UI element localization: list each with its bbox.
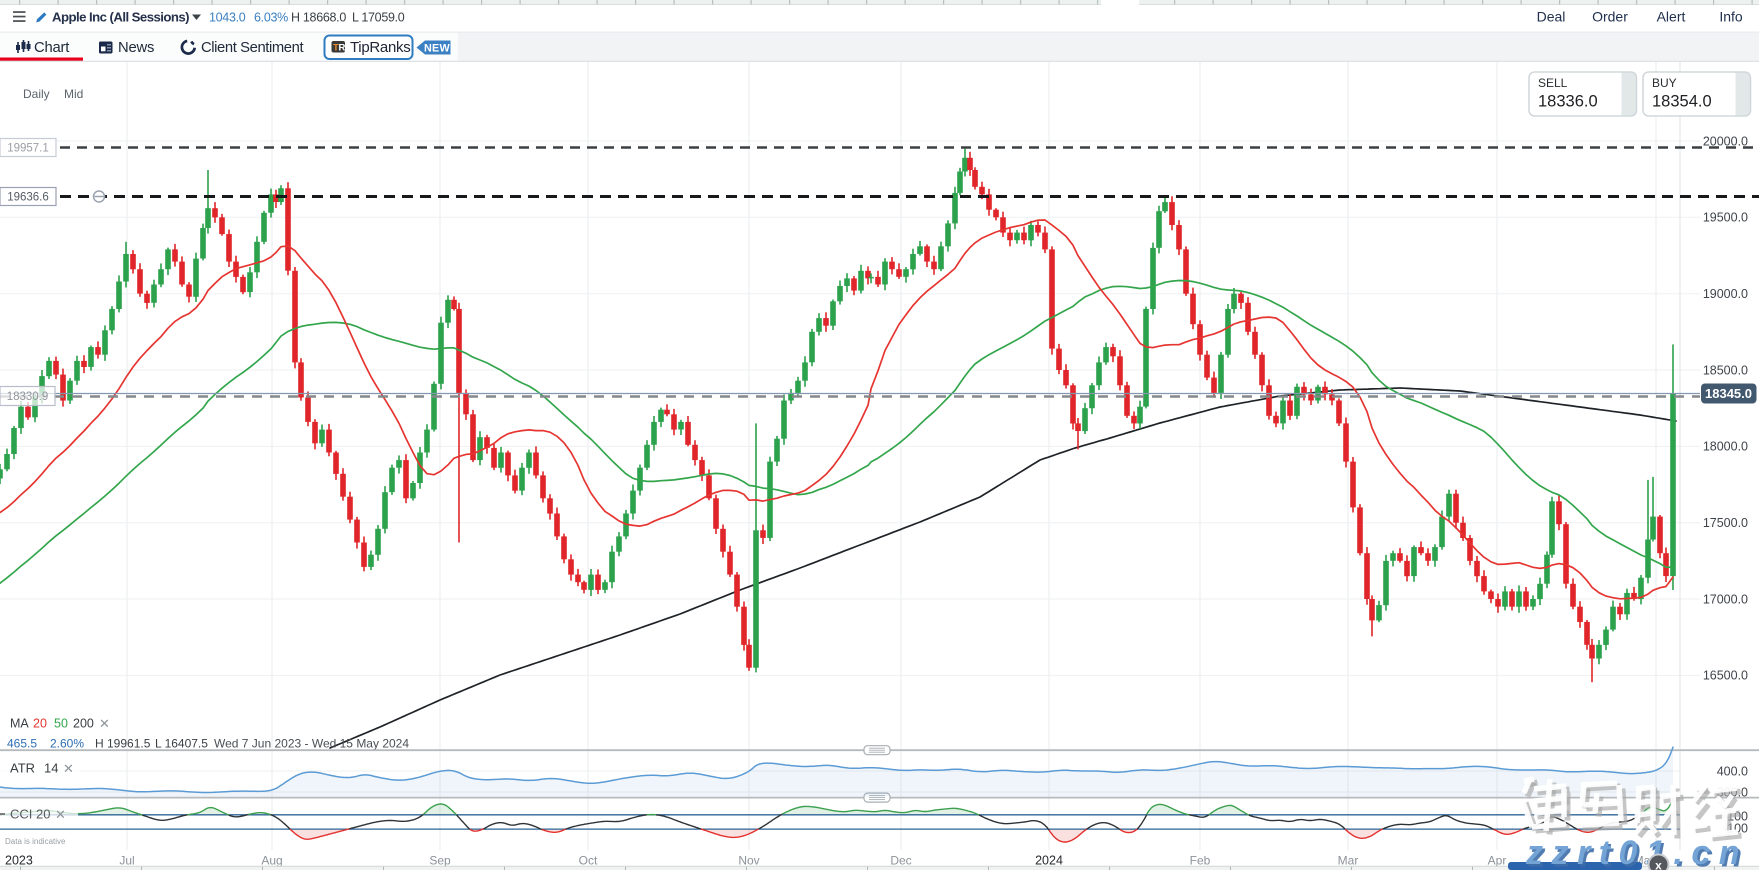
svg-text:zzrt01.cn: zzrt01.cn [1528, 837, 1751, 870]
svg-text:News: News [118, 40, 154, 56]
svg-text:Client Sentiment: Client Sentiment [201, 40, 303, 56]
svg-text:6.03%: 6.03% [254, 11, 288, 25]
svg-text:19957.1: 19957.1 [7, 143, 49, 155]
svg-text:14: 14 [44, 761, 58, 776]
svg-text:H 19961.5: H 19961.5 [95, 737, 151, 751]
svg-text:19636.6: 19636.6 [7, 192, 49, 204]
svg-text:Mid: Mid [64, 87, 83, 101]
svg-text:19000.0: 19000.0 [1703, 287, 1748, 301]
svg-text:Wed 7 Jun 2023 - Wed 15 May 20: Wed 7 Jun 2023 - Wed 15 May 2024 [214, 737, 409, 751]
svg-text:✕: ✕ [63, 761, 74, 776]
svg-text:1043.0: 1043.0 [209, 11, 246, 25]
svg-text:20: 20 [33, 717, 47, 731]
svg-text:Mar: Mar [1338, 854, 1359, 868]
svg-text:Aug: Aug [261, 854, 282, 868]
svg-text:20000.0: 20000.0 [1703, 134, 1748, 148]
svg-text:T: T [333, 43, 339, 54]
svg-text:Deal: Deal [1537, 9, 1566, 25]
svg-text:18500.0: 18500.0 [1703, 363, 1748, 377]
svg-text:2.60%: 2.60% [50, 737, 84, 751]
svg-text:L 16407.5: L 16407.5 [155, 737, 208, 751]
svg-text:Order: Order [1592, 9, 1628, 25]
svg-text:Chart: Chart [34, 40, 69, 56]
svg-text:16500.0: 16500.0 [1703, 669, 1748, 683]
svg-text:465.5: 465.5 [7, 737, 37, 751]
svg-text:✕: ✕ [99, 716, 110, 731]
svg-text:Dec: Dec [890, 854, 911, 868]
svg-text:MA: MA [10, 717, 29, 731]
svg-text:BUY: BUY [1652, 76, 1677, 90]
svg-text:x: x [1655, 859, 1662, 870]
svg-text:50: 50 [54, 717, 68, 731]
svg-text:400.0: 400.0 [1717, 764, 1748, 778]
svg-text:18345.0: 18345.0 [1705, 386, 1752, 401]
svg-text:Apr: Apr [1488, 854, 1507, 868]
svg-text:17000.0: 17000.0 [1703, 592, 1748, 606]
svg-text:Apple Inc (All Sessions): Apple Inc (All Sessions) [52, 10, 189, 25]
svg-text:ATR: ATR [10, 761, 35, 776]
svg-text:L 17059.0: L 17059.0 [352, 11, 405, 25]
svg-text:Feb: Feb [1190, 854, 1211, 868]
svg-text:18354.0: 18354.0 [1652, 93, 1712, 111]
svg-text:18336.0: 18336.0 [1538, 93, 1598, 111]
svg-text:Alert: Alert [1657, 9, 1686, 25]
svg-text:18330.9: 18330.9 [7, 391, 49, 403]
svg-text:18000.0: 18000.0 [1703, 440, 1748, 454]
svg-text:Nov: Nov [738, 854, 759, 868]
svg-text:2024: 2024 [1035, 854, 1063, 868]
svg-text:zzrt01.cn: zzrt01.cn [1525, 834, 1748, 870]
svg-text:Daily: Daily [23, 87, 50, 101]
svg-text:NEW: NEW [424, 43, 451, 55]
svg-text:R: R [339, 43, 346, 54]
svg-text:Data is indicative: Data is indicative [5, 837, 66, 846]
svg-text:Sep: Sep [429, 854, 451, 868]
svg-text:SELL: SELL [1538, 76, 1568, 90]
svg-text:H 18668.0: H 18668.0 [291, 11, 346, 25]
svg-text:20: 20 [36, 807, 50, 822]
svg-text:CCI: CCI [10, 807, 32, 822]
svg-text:17500.0: 17500.0 [1703, 516, 1748, 530]
svg-text:✕: ✕ [55, 807, 66, 822]
svg-text:200: 200 [73, 717, 94, 731]
svg-text:Jul: Jul [119, 854, 134, 868]
svg-text:TipRanks: TipRanks [350, 39, 410, 56]
svg-text:2023: 2023 [5, 854, 33, 868]
svg-text:19500.0: 19500.0 [1703, 211, 1748, 225]
svg-text:Info: Info [1719, 9, 1743, 25]
svg-text:Oct: Oct [579, 854, 598, 868]
